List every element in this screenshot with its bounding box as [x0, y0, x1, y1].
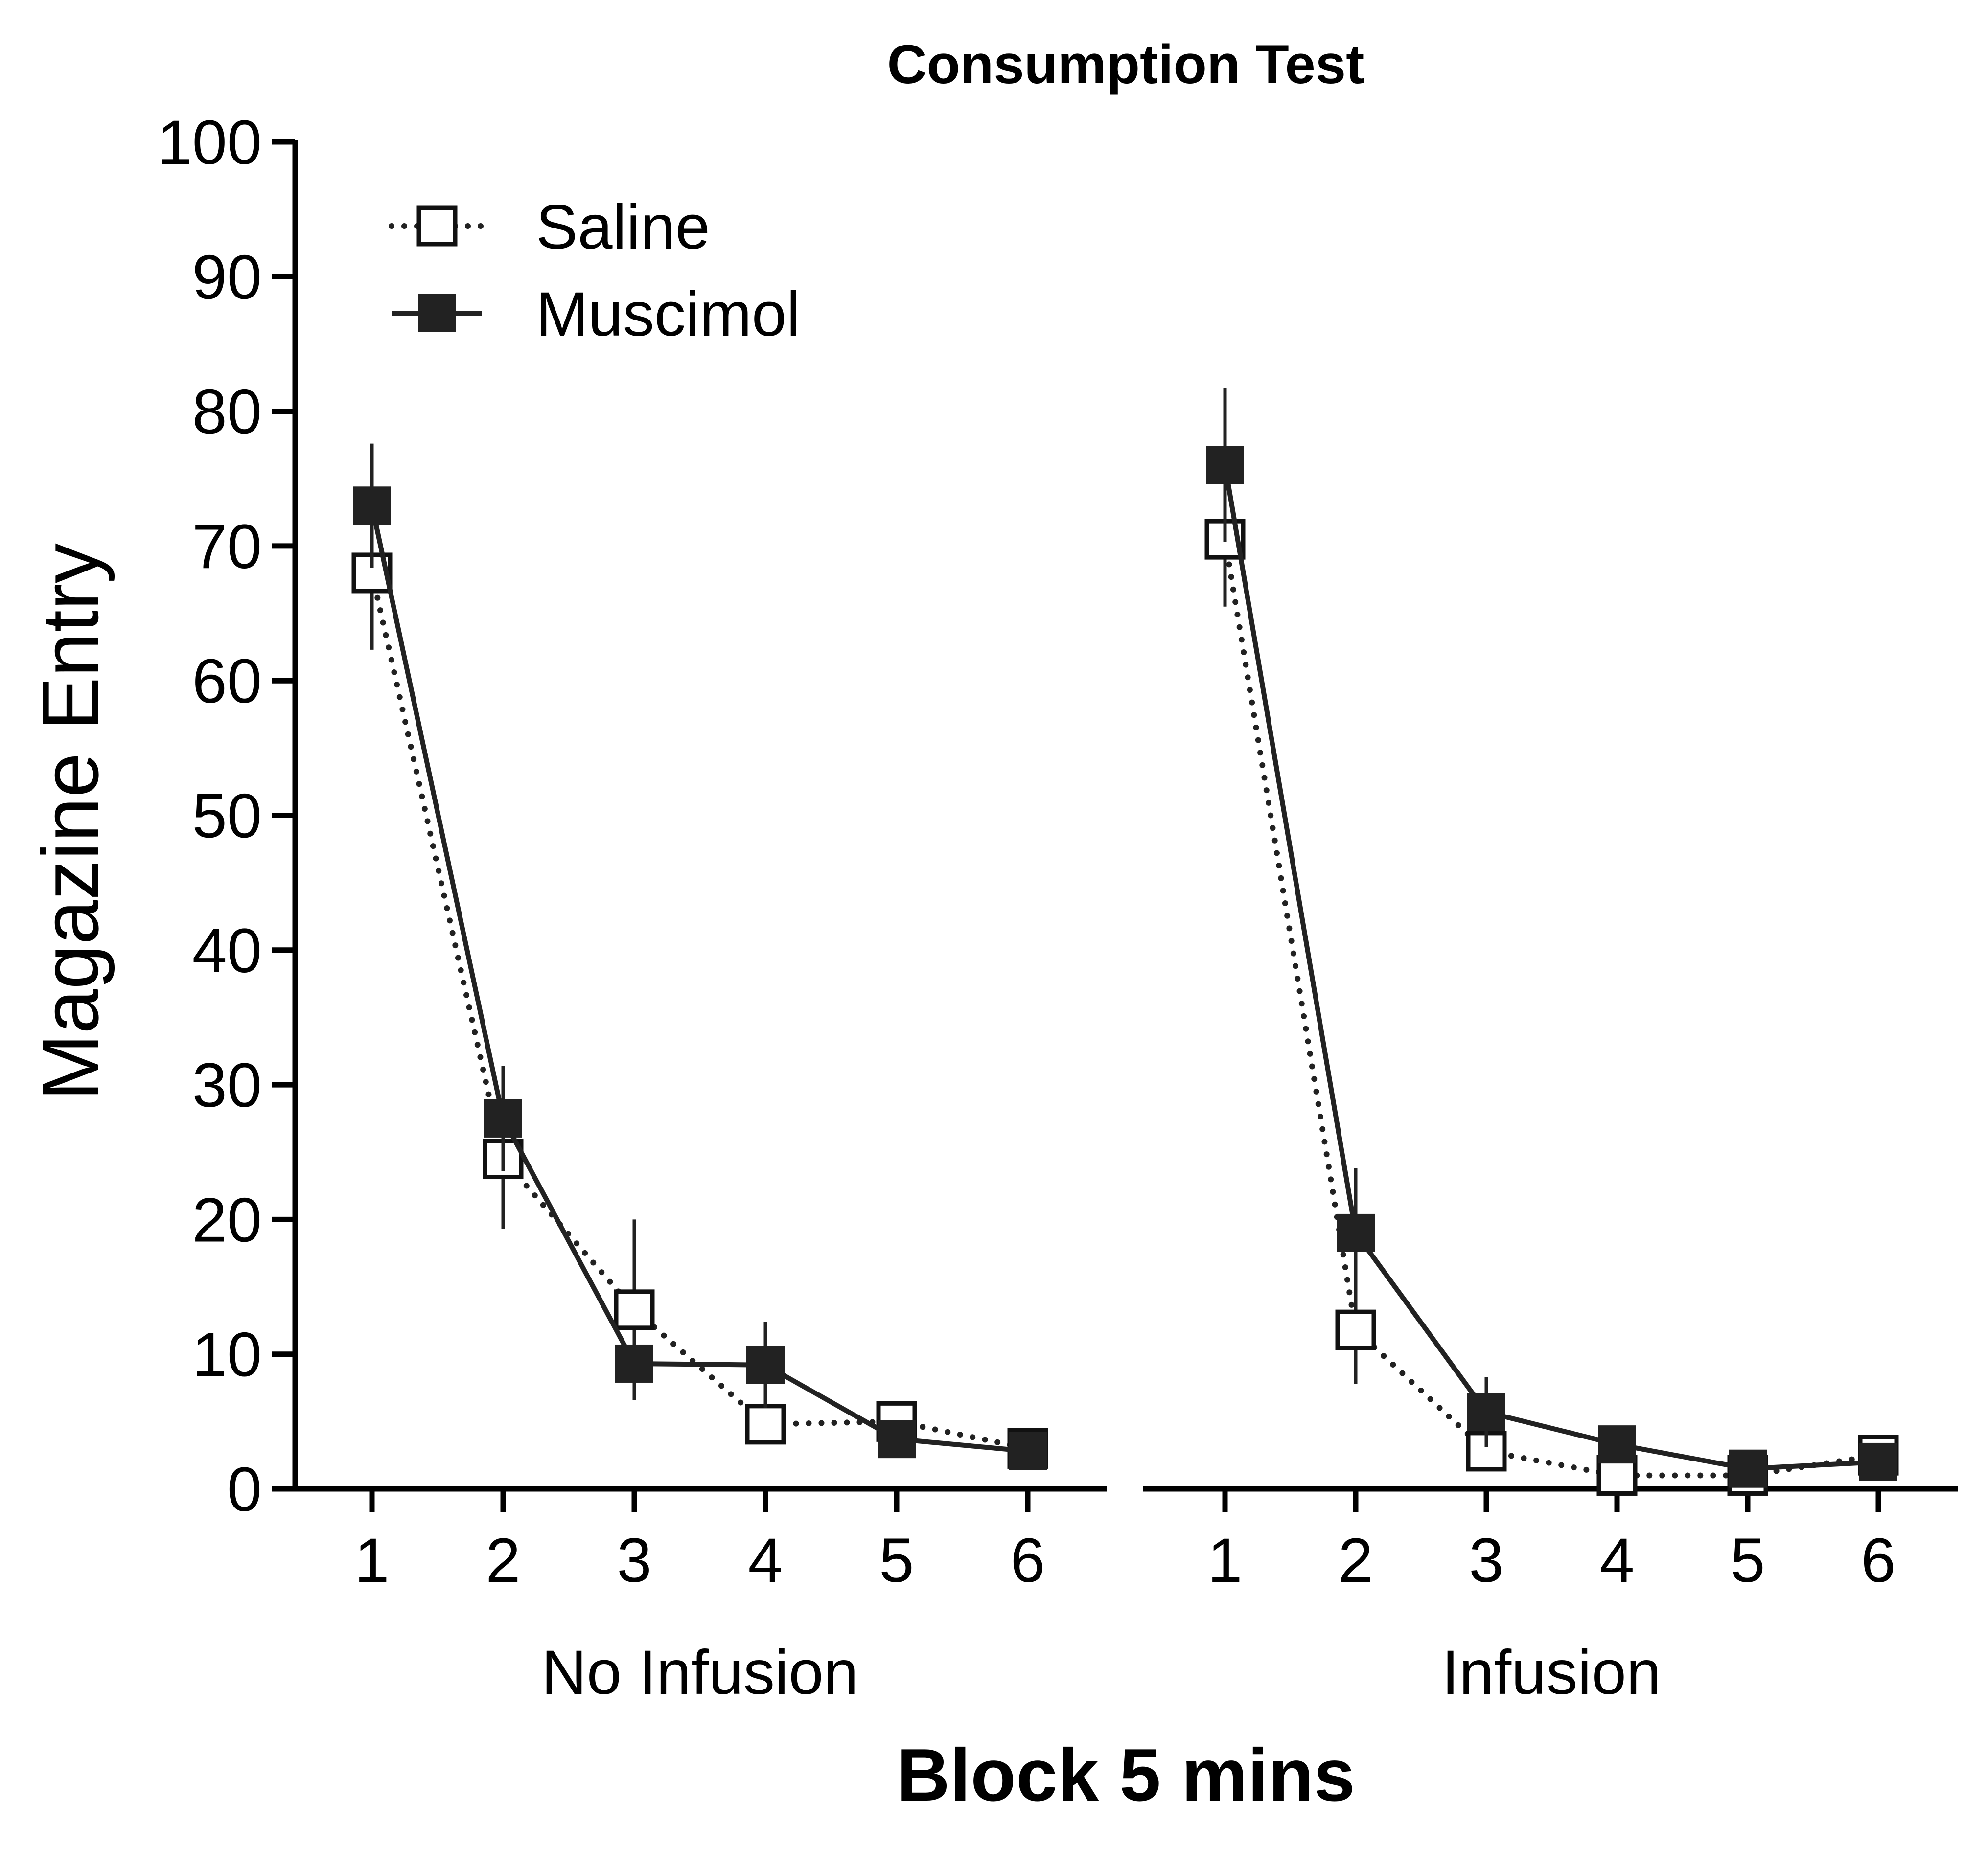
y-tick-label: 80 — [192, 377, 262, 447]
legend-item-saline: Saline — [389, 192, 710, 262]
panel-label: No Infusion — [541, 1638, 858, 1708]
x-tick-label: 5 — [879, 1526, 914, 1596]
data-point — [615, 1344, 653, 1383]
legend-label: Saline — [536, 192, 710, 262]
panels: 1 2 3 4 5 6 No Infusion 1 2 3 4 5 6 Infusion — [295, 388, 1958, 1708]
y-tick-label: 90 — [192, 242, 262, 312]
y-tick-label: 20 — [192, 1185, 262, 1255]
x-tick-label: 3 — [1469, 1526, 1503, 1596]
data-point — [1206, 446, 1244, 484]
x-tick-label: 6 — [1010, 1526, 1045, 1596]
data-point — [1598, 1425, 1636, 1464]
data-point — [1335, 1309, 1376, 1350]
x-axis-label: Block 5 mins — [896, 1734, 1355, 1817]
data-point — [614, 1289, 655, 1330]
series-line — [370, 505, 1028, 1454]
data-point — [484, 1099, 522, 1138]
legend-label: Muscimol — [536, 279, 801, 349]
y-tick-label: 0 — [227, 1455, 262, 1525]
x-tick-label: 2 — [485, 1526, 520, 1596]
panel-1: 1 2 3 4 5 6 Infusion — [1143, 388, 1958, 1708]
series-saline — [351, 496, 1048, 1469]
y-tick-label: 60 — [192, 646, 262, 716]
legend-marker — [418, 294, 456, 332]
data-point — [1337, 1213, 1375, 1252]
y-tick-label: 70 — [192, 512, 262, 582]
x-tick-label: 1 — [354, 1526, 389, 1596]
panel-0: 1 2 3 4 5 6 No Infusion — [295, 443, 1107, 1708]
y-tick-label: 50 — [192, 781, 262, 851]
legend-marker — [416, 205, 458, 247]
x-tick-label: 3 — [617, 1526, 651, 1596]
x-tick-label: 4 — [1599, 1526, 1634, 1596]
data-point — [353, 486, 391, 525]
legend: Saline Muscimol — [389, 192, 801, 349]
data-point — [1729, 1449, 1767, 1488]
panel-label: Infusion — [1442, 1638, 1661, 1708]
legend-item-muscimol: Muscimol — [392, 279, 801, 349]
data-point — [1859, 1442, 1897, 1481]
series-muscimol — [1206, 388, 1897, 1488]
axes: 0 10 20 30 40 50 60 70 80 90 100 — [157, 108, 298, 1525]
series-line — [369, 570, 1031, 1452]
y-axis-label: Magazine Entry — [25, 543, 115, 1100]
y-tick-label: 10 — [192, 1320, 262, 1390]
x-tick-label: 2 — [1338, 1526, 1373, 1596]
data-point — [1009, 1432, 1047, 1470]
series-line — [1222, 536, 1881, 1479]
x-tick-label: 6 — [1861, 1526, 1896, 1596]
x-tick-label: 1 — [1207, 1526, 1242, 1596]
chart-title: Consumption Test — [887, 34, 1364, 95]
data-point — [745, 1404, 786, 1445]
x-tick-label: 5 — [1730, 1526, 1765, 1596]
data-point — [746, 1346, 785, 1384]
data-point — [878, 1420, 916, 1459]
series-muscimol — [353, 443, 1047, 1470]
y-tick-label: 40 — [192, 916, 262, 986]
data-point — [1467, 1393, 1505, 1432]
y-tick-label: 100 — [157, 108, 262, 178]
series-saline — [1204, 472, 1899, 1496]
x-tick-label: 4 — [748, 1526, 783, 1596]
series-line — [1223, 464, 1879, 1471]
y-tick-label: 30 — [192, 1050, 262, 1120]
